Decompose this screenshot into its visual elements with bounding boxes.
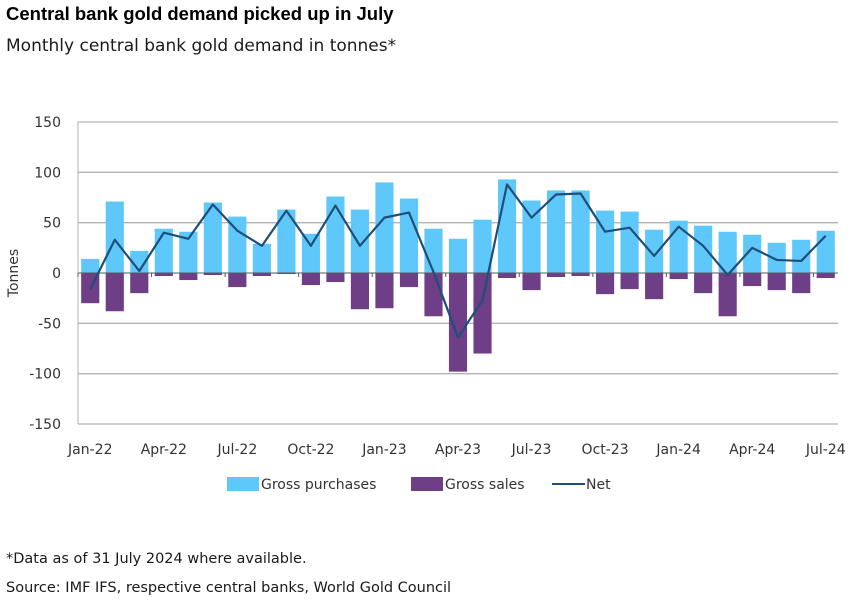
sales-bar <box>154 273 173 277</box>
purchases-bar <box>228 216 247 273</box>
y-tick-label: 0 <box>52 266 61 282</box>
chart-subtitle: Monthly central bank gold demand in tonn… <box>6 36 397 56</box>
sales-bar <box>694 273 713 294</box>
purchases-bar <box>669 220 688 273</box>
x-axis-ticks: Jan-22 Apr-22 Jul-22 Oct-22 Jan-23 Apr-23 Jul-… <box>67 273 846 458</box>
purchases-bars <box>81 179 835 273</box>
sales-bar <box>448 273 468 372</box>
x-tick-label: Jan-22 <box>67 442 112 458</box>
purchases-bar <box>277 209 296 273</box>
sales-bar <box>792 273 811 294</box>
sales-bar <box>596 273 615 295</box>
sales-bar <box>571 273 590 277</box>
sales-bars <box>81 273 835 372</box>
net-line <box>89 183 827 339</box>
purchases-bar <box>473 219 492 273</box>
legend: Gross purchases Gross sales Net <box>227 477 611 493</box>
y-tick-label: 50 <box>43 216 61 232</box>
chart-title: Central bank gold demand picked up in Ju… <box>6 3 394 24</box>
purchases-bar <box>571 190 590 273</box>
sales-bar <box>252 273 271 277</box>
purchases-bar <box>399 198 419 273</box>
x-tick-label: Apr-24 <box>729 442 775 458</box>
purchases-bar <box>105 201 124 273</box>
x-tick-label: Jan-24 <box>655 442 701 458</box>
sales-bar <box>546 273 566 278</box>
purchases-bar <box>375 182 394 273</box>
sales-bar <box>350 273 370 310</box>
x-tick-label: Jul-24 <box>805 442 846 458</box>
legend-swatch-purchases <box>227 477 259 491</box>
sales-bar <box>301 273 320 286</box>
sales-bar <box>326 273 345 283</box>
x-tick-label: Apr-22 <box>141 442 187 458</box>
y-axis-label: Tonnes <box>6 249 22 298</box>
sales-bar <box>743 273 762 287</box>
purchases-bar <box>743 234 762 273</box>
y-axis-ticks: 150 100 50 0 -50 -100 -150 <box>29 115 61 433</box>
sales-bar <box>816 273 835 279</box>
sales-bar <box>105 273 124 312</box>
purchases-bar <box>448 238 468 273</box>
purchases-bar <box>130 250 149 273</box>
purchases-bar <box>424 228 443 273</box>
sales-bar <box>522 273 541 291</box>
x-tick-label: Oct-22 <box>287 442 334 458</box>
x-tick-label: Jan-23 <box>361 442 406 458</box>
purchases-bar <box>203 202 222 273</box>
sales-bar <box>179 273 198 281</box>
sales-bar <box>228 273 247 288</box>
legend-label-sales: Gross sales <box>445 477 525 493</box>
sales-bar <box>130 273 149 294</box>
data-note: *Data as of 31 July 2024 where available… <box>6 551 307 567</box>
purchases-bar <box>792 239 811 273</box>
sales-bar <box>424 273 443 317</box>
purchases-bar <box>718 231 737 273</box>
x-tick-label: Jul-23 <box>511 442 552 458</box>
sales-bar <box>399 273 419 288</box>
purchases-bar <box>179 231 198 273</box>
sales-bar <box>277 273 296 275</box>
purchases-bar <box>326 196 345 273</box>
x-tick-label: Jul-22 <box>216 442 257 458</box>
purchases-bar <box>767 242 786 273</box>
source-note: Source: IMF IFS, respective central bank… <box>6 580 452 596</box>
legend-label-net: Net <box>586 477 611 493</box>
x-tick-label: Apr-23 <box>435 442 481 458</box>
y-tick-label: 150 <box>34 115 61 131</box>
x-tick-label: Oct-23 <box>582 442 629 458</box>
purchases-bar <box>301 233 320 273</box>
y-tick-label: -150 <box>29 417 61 433</box>
sales-bar <box>497 273 517 279</box>
sales-bar <box>718 273 737 317</box>
legend-label-purchases: Gross purchases <box>261 477 376 493</box>
purchases-bar <box>620 211 639 273</box>
y-tick-label: -100 <box>29 367 61 383</box>
sales-bar <box>473 273 492 354</box>
y-tick-label: -50 <box>38 316 61 332</box>
sales-bar <box>767 273 786 291</box>
purchases-bar <box>350 209 370 273</box>
purchases-bar <box>252 243 271 273</box>
purchases-bar <box>546 190 566 273</box>
purchases-bar <box>81 258 100 273</box>
sales-bar <box>375 273 394 309</box>
y-tick-label: 100 <box>34 165 61 181</box>
legend-swatch-sales <box>411 477 443 491</box>
purchases-bar <box>694 225 713 273</box>
sales-bar <box>620 273 639 290</box>
purchases-bar <box>645 229 664 273</box>
sales-bar <box>645 273 664 300</box>
sales-bar <box>669 273 688 280</box>
purchases-bar <box>522 200 541 273</box>
sales-bar <box>203 273 222 276</box>
